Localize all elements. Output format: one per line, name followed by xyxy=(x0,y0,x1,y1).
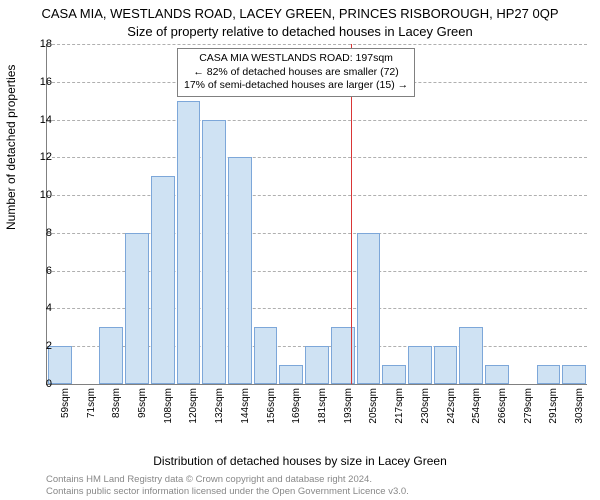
histogram-bar xyxy=(99,327,123,384)
xtick-label: 254sqm xyxy=(471,388,482,448)
xtick-label: 279sqm xyxy=(523,388,534,448)
histogram-bar xyxy=(305,346,329,384)
annotation-box: CASA MIA WESTLANDS ROAD: 197sqm ← 82% of… xyxy=(177,48,415,97)
histogram-bar xyxy=(177,101,201,384)
histogram-bar xyxy=(485,365,509,384)
xtick-label: 193sqm xyxy=(343,388,354,448)
ytick-label: 12 xyxy=(22,151,52,163)
y-axis-label: Number of detached properties xyxy=(4,65,18,230)
attribution-line1: Contains HM Land Registry data © Crown c… xyxy=(46,474,409,486)
gridline xyxy=(47,120,587,121)
ytick-label: 4 xyxy=(22,302,52,314)
xtick-label: 217sqm xyxy=(394,388,405,448)
histogram-bar xyxy=(279,365,303,384)
xtick-label: 95sqm xyxy=(137,388,148,448)
x-axis-label: Distribution of detached houses by size … xyxy=(0,454,600,468)
xtick-label: 181sqm xyxy=(317,388,328,448)
histogram-bar xyxy=(562,365,586,384)
ytick-label: 6 xyxy=(22,265,52,277)
ytick-label: 2 xyxy=(22,340,52,352)
gridline xyxy=(47,195,587,196)
histogram-bar xyxy=(408,346,432,384)
xtick-label: 83sqm xyxy=(111,388,122,448)
histogram-bar xyxy=(459,327,483,384)
xtick-label: 266sqm xyxy=(497,388,508,448)
property-size-chart: CASA MIA, WESTLANDS ROAD, LACEY GREEN, P… xyxy=(0,0,600,500)
histogram-bar xyxy=(151,176,175,384)
annotation-line1: CASA MIA WESTLANDS ROAD: 197sqm xyxy=(184,52,408,66)
xtick-label: 108sqm xyxy=(163,388,174,448)
xtick-label: 144sqm xyxy=(240,388,251,448)
plot-area: 59sqm71sqm83sqm95sqm108sqm120sqm132sqm14… xyxy=(46,44,587,385)
histogram-bar xyxy=(537,365,561,384)
chart-subtitle: Size of property relative to detached ho… xyxy=(0,24,600,39)
histogram-bar xyxy=(202,120,226,384)
xtick-label: 303sqm xyxy=(574,388,585,448)
ytick-label: 14 xyxy=(22,114,52,126)
ytick-label: 10 xyxy=(22,189,52,201)
attribution-line2: Contains public sector information licen… xyxy=(46,486,409,498)
attribution-text: Contains HM Land Registry data © Crown c… xyxy=(46,474,409,498)
ytick-label: 0 xyxy=(22,378,52,390)
annotation-line3: 17% of semi-detached houses are larger (… xyxy=(184,79,408,93)
xtick-label: 205sqm xyxy=(368,388,379,448)
histogram-bar xyxy=(254,327,278,384)
xtick-label: 156sqm xyxy=(266,388,277,448)
gridline xyxy=(47,157,587,158)
xtick-label: 291sqm xyxy=(548,388,559,448)
histogram-bar xyxy=(357,233,381,384)
gridline xyxy=(47,44,587,45)
histogram-bar xyxy=(228,157,252,384)
ytick-label: 16 xyxy=(22,76,52,88)
ytick-label: 8 xyxy=(22,227,52,239)
xtick-label: 120sqm xyxy=(188,388,199,448)
histogram-bar xyxy=(125,233,149,384)
annotation-line2: ← 82% of detached houses are smaller (72… xyxy=(184,66,408,80)
ytick-label: 18 xyxy=(22,38,52,50)
xtick-label: 59sqm xyxy=(60,388,71,448)
chart-main-title: CASA MIA, WESTLANDS ROAD, LACEY GREEN, P… xyxy=(0,6,600,21)
histogram-bar xyxy=(382,365,406,384)
xtick-label: 242sqm xyxy=(446,388,457,448)
xtick-label: 71sqm xyxy=(86,388,97,448)
xtick-label: 230sqm xyxy=(420,388,431,448)
histogram-bar xyxy=(434,346,458,384)
xtick-label: 132sqm xyxy=(214,388,225,448)
xtick-label: 169sqm xyxy=(291,388,302,448)
